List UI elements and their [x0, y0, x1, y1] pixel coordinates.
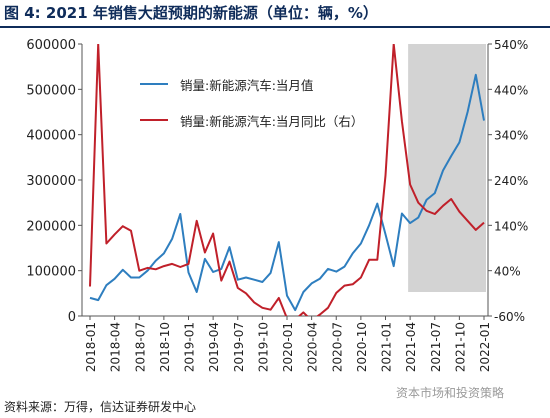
series-line-yoy — [89, 44, 485, 316]
legend-swatch-red — [140, 119, 168, 121]
legend-label-yoy: 销量:新能源汽车:当月同比（右） — [180, 113, 364, 129]
x-tick-label: 2018-01 — [84, 322, 98, 372]
legend: 销量:新能源汽车:当月值 销量:新能源汽车:当月同比（右） — [140, 66, 363, 138]
right-tick-label: 240% — [494, 174, 528, 188]
x-tick-label: 2021-10 — [453, 322, 467, 372]
x-tick-label: 2020-01 — [281, 322, 295, 372]
left-tick-label: 200000 — [26, 219, 76, 234]
left-tick-label: 300000 — [26, 174, 76, 189]
legend-label-monthly-sales: 销量:新能源汽车:当月值 — [180, 77, 314, 93]
x-tick-label: 2018-04 — [109, 322, 123, 372]
right-tick-label: 140% — [494, 219, 528, 233]
x-tick-label: 2020-10 — [355, 322, 369, 372]
legend-item-monthly-sales: 销量:新能源汽车:当月值 — [140, 66, 363, 102]
x-tick-label: 2021-07 — [429, 322, 443, 372]
left-tick-label: 0 — [68, 310, 76, 325]
legend-item-yoy: 销量:新能源汽车:当月同比（右） — [140, 102, 363, 138]
x-tick-label: 2019-07 — [232, 322, 246, 372]
right-tick-label: 40% — [494, 265, 521, 279]
x-tick-label: 2020-07 — [330, 322, 344, 372]
right-tick-label: -60% — [494, 310, 525, 324]
x-tick-label: 2022-01 — [478, 322, 492, 372]
figure-title: 图 4: 2021 年销售大超预期的新能源（单位：辆，%） — [4, 4, 378, 22]
x-tick-label: 2019-01 — [183, 322, 197, 372]
left-tick-label: 400000 — [26, 129, 76, 144]
watermark: 资本市场和投资策略 — [396, 386, 505, 400]
x-tick-label: 2020-04 — [306, 322, 320, 372]
x-tick-label: 2019-04 — [207, 322, 221, 372]
series-line-monthly-sales — [89, 73, 485, 312]
x-tick-label: 2018-10 — [158, 322, 172, 372]
x-tick-label: 2019-10 — [256, 322, 270, 372]
x-tick-label: 2021-04 — [404, 322, 418, 372]
source-note: 资料来源：万得，信达证券研发中心 — [4, 400, 197, 414]
x-tick-label: 2018-07 — [133, 322, 147, 372]
right-tick-label: 340% — [494, 129, 528, 143]
legend-swatch-blue — [140, 83, 168, 85]
left-tick-label: 100000 — [26, 265, 76, 280]
left-tick-label: 600000 — [26, 38, 76, 53]
x-tick-label: 2021-01 — [380, 322, 394, 372]
right-tick-label: 440% — [494, 83, 528, 97]
left-tick-label: 500000 — [26, 83, 76, 98]
title-divider — [0, 26, 550, 28]
plot-area: 0 100000 200000 300000 400000 500000 600000 -60… — [26, 38, 528, 372]
right-tick-label: 540% — [494, 38, 528, 52]
